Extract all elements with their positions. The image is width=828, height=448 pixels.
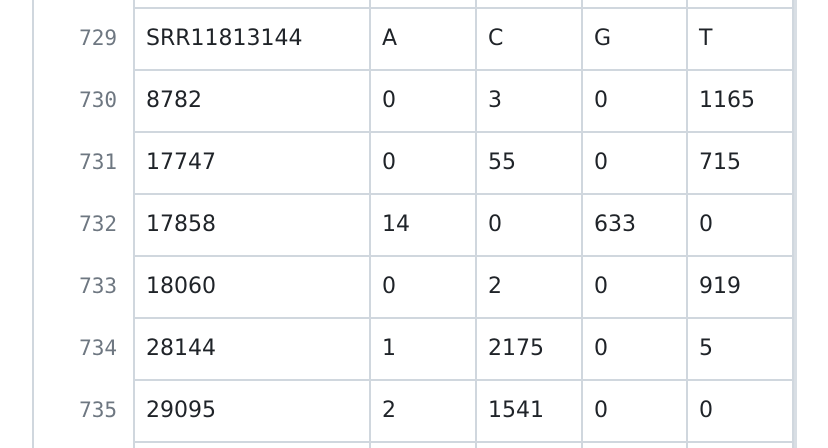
- cell: 0: [594, 150, 608, 175]
- cell: 1: [382, 336, 396, 361]
- cell: 29095: [146, 398, 216, 423]
- cell: 0: [594, 274, 608, 299]
- cell: 2: [488, 274, 502, 299]
- cell: 8782: [146, 88, 202, 113]
- cell: SRR11813144: [146, 26, 303, 51]
- cell: 3: [488, 88, 502, 113]
- cell: T: [698, 26, 713, 51]
- cell: 55: [488, 150, 516, 175]
- cell: 0: [594, 398, 608, 423]
- cell: 633: [594, 212, 636, 237]
- line-number: 733: [79, 274, 117, 298]
- cell: 1165: [699, 88, 755, 113]
- cell: 17858: [146, 212, 216, 237]
- cell: G: [594, 26, 611, 51]
- cell: 0: [488, 212, 502, 237]
- cell: 28144: [146, 336, 216, 361]
- line-number: 731: [79, 150, 117, 174]
- cell: 0: [382, 88, 396, 113]
- line-number: 732: [79, 212, 117, 236]
- cell: 715: [699, 150, 741, 175]
- cell: 2: [382, 398, 396, 423]
- line-number: 730: [79, 88, 117, 112]
- line-number: 735: [79, 398, 117, 422]
- cell: A: [382, 26, 397, 51]
- cell: 2175: [488, 336, 544, 361]
- cell: 18060: [146, 274, 216, 299]
- line-number: 734: [79, 336, 117, 360]
- cell: 0: [594, 88, 608, 113]
- cell: 5: [699, 336, 713, 361]
- cell: 14: [382, 212, 410, 237]
- cell: 17747: [146, 150, 216, 175]
- line-number: 729: [79, 26, 117, 50]
- cell: 0: [594, 336, 608, 361]
- cell: 0: [699, 398, 713, 423]
- cell: 919: [699, 274, 741, 299]
- cell: 0: [382, 274, 396, 299]
- cell: 0: [382, 150, 396, 175]
- cell: C: [488, 26, 503, 51]
- cell: 1541: [488, 398, 544, 423]
- cell: 0: [699, 212, 713, 237]
